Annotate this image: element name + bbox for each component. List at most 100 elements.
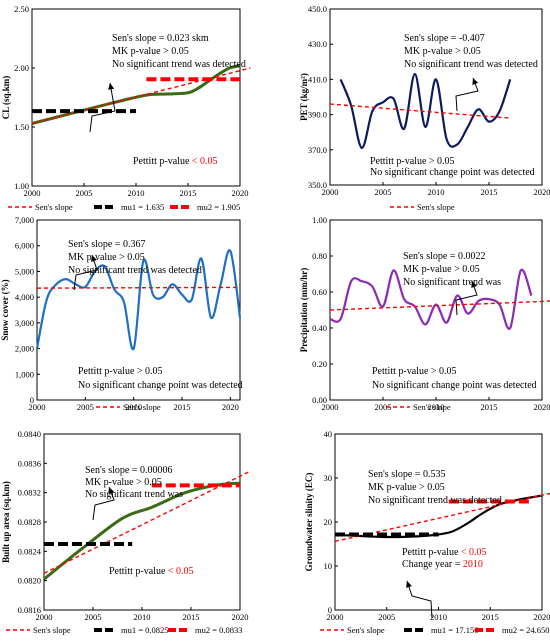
annotation-line: Sen's slope = 0.535 <box>368 469 445 480</box>
x-tick-label: 2000 <box>322 187 339 197</box>
annotation-line: Sen's slope = 0.0022 <box>403 251 485 262</box>
legend-label: Sen's slope <box>347 625 385 635</box>
x-tick-label: 2010 <box>428 187 445 197</box>
annotation-arrow-head <box>472 78 479 85</box>
chart-panel-5: 0.0816 0.0820 0.0824 0.0828 0.0832 0.0836 0.08… <box>1 429 251 635</box>
annotation-line: MK p-value > 0.05 <box>68 252 145 263</box>
x-tick-label: 2000 <box>29 402 46 412</box>
series-line-data <box>31 64 241 125</box>
x-tick-label: 2015 <box>183 612 200 622</box>
x-tick-label: 2010 <box>428 402 445 412</box>
legend-label: Sen's slope <box>35 202 73 212</box>
pettitt-line: Pettitt p-value < 0.05 <box>402 547 487 558</box>
annotation-arrow <box>73 254 98 291</box>
x-tick-label: 2015 <box>482 612 499 622</box>
chart-panel-3: 0 1,000 2,000 3,000 4,000 5,000 6,000 7,000 2000… <box>0 215 243 412</box>
legend: Sen's slope mu1 = 1.635 mu2 = 1.905 <box>8 202 240 212</box>
annotation-line: MK p-value > 0.05 <box>112 46 189 57</box>
x-tick-label: 2000 <box>36 612 53 622</box>
pettitt-line: Pettitt p-value > 0.05 <box>370 156 455 167</box>
series-line-sens-slope <box>36 286 241 289</box>
y-tick-label: 410.0 <box>308 74 327 84</box>
annotation-arrow <box>455 77 479 112</box>
y-tick-label: 2.00 <box>14 63 29 73</box>
annotation-line: No significant trend was detected <box>404 59 538 70</box>
y-tick-label: 1.00 <box>14 181 29 191</box>
annotation-line: MK p-value > 0.05 <box>368 482 445 493</box>
chart-panel-6: 0 10 20 30 40 2000 2005 2010 2015 2020 Groundwater… <box>304 429 550 635</box>
change-year-prefix: Change year = <box>402 559 463 570</box>
y-tick-label: 3,000 <box>15 318 34 328</box>
series-line-sens-slope <box>329 300 550 311</box>
y-tick-label: 370.0 <box>308 145 327 155</box>
annotation-line: Sen's slope = 0.023 skm <box>112 33 209 44</box>
x-tick-label: 2005 <box>375 187 392 197</box>
x-tick-label: 2010 <box>430 612 447 622</box>
pettitt-line: Pettitt p-value > 0.05 <box>78 366 163 377</box>
y-tick-label: 2.50 <box>14 4 29 14</box>
legend-label: mu2 = 0.0833 <box>195 625 243 635</box>
y-tick-label: 0 <box>328 605 332 615</box>
y-tick-label: 1.00 <box>312 215 327 225</box>
pettitt-prefix: Pettitt p-value <box>402 547 461 558</box>
legend-label: mu1 = 1.635 <box>121 202 164 212</box>
pettitt-extra: No significant change point was detected <box>78 380 243 391</box>
y-tick-label: 0.40 <box>312 323 327 333</box>
y-tick-label: 0.00 <box>312 395 327 405</box>
x-tick-label: 2000 <box>327 612 344 622</box>
y-tick-label: 430.0 <box>308 39 327 49</box>
pettitt-highlight: < 0.05 <box>461 547 487 558</box>
x-tick-label: 2020 <box>534 187 550 197</box>
annotation-line: MK p-value > 0.05 <box>85 477 162 488</box>
annotation-arrow <box>406 580 433 619</box>
x-tick-label: 2005 <box>375 402 392 412</box>
x-tick-label: 2010 <box>125 402 142 412</box>
pettitt-prefix: Pettitt p-value > 0.05 <box>78 366 163 377</box>
legend: Sen's slope <box>96 402 161 412</box>
x-tick-label: 2015 <box>180 188 197 198</box>
legend: Sen's slope mu1 = 0.0825 mu2 = 0.0833 <box>6 625 243 635</box>
y-axis-label: PET (kg/m²) <box>299 73 309 121</box>
pettitt-extra: No significant change point was detected <box>370 167 535 178</box>
y-tick-label: 0.60 <box>312 287 327 297</box>
y-axis-label: Snow cover (%) <box>0 279 10 340</box>
y-tick-label: 390.0 <box>308 110 327 120</box>
y-tick-label: 0.0840 <box>18 429 41 439</box>
y-tick-label: 2,000 <box>15 344 34 354</box>
y-axis-label: Built up area (sq.km) <box>1 481 11 563</box>
change-year-line: Change year = 2010 <box>402 559 483 570</box>
y-tick-label: 0.0820 <box>18 576 41 586</box>
y-tick-label: 0.0836 <box>18 458 41 468</box>
y-tick-label: 1,000 <box>15 369 34 379</box>
y-tick-label: 0.80 <box>312 251 327 261</box>
y-axis-label: Groundwater slinity (EC) <box>304 473 314 572</box>
x-tick-label: 2010 <box>134 612 151 622</box>
pettitt-prefix: Pettitt p-value > 0.05 <box>372 366 457 377</box>
legend-label: Sen's slope <box>123 402 161 412</box>
chart-panel-1: 1.00 1.50 2.00 2.50 2000 2005 2010 2015 2020 CL (… <box>1 4 251 212</box>
annotation-arrow-head <box>91 255 97 262</box>
change-year-value: 2010 <box>463 559 483 570</box>
pettitt-highlight: < 0.05 <box>168 566 194 577</box>
x-tick-label: 2005 <box>76 188 93 198</box>
y-tick-label: 20 <box>324 517 333 527</box>
chart-panel-2: 350.0 370.0 390.0 410.0 430.0 450.0 2000 2005 20… <box>299 4 550 212</box>
y-tick-label: 450.0 <box>308 4 327 14</box>
x-tick-label: 2000 <box>322 402 339 412</box>
y-tick-label: 0.20 <box>312 359 327 369</box>
annotation-arrow <box>455 280 478 316</box>
series-line-data <box>339 72 512 150</box>
y-tick-label: 0.0832 <box>18 488 41 498</box>
annotation-line: No significant trend was <box>85 489 183 500</box>
legend: Sen's slope <box>390 202 455 212</box>
y-tick-label: 30 <box>324 473 333 483</box>
pettitt-prefix: Pettitt p-value <box>109 566 168 577</box>
y-tick-label: 10 <box>324 561 333 571</box>
pettitt-line: Pettitt p-value < 0.05 <box>109 566 194 577</box>
legend-label: Sen's slope <box>413 402 451 412</box>
pettitt-highlight: < 0.05 <box>192 156 218 167</box>
x-tick-label: 2005 <box>77 402 94 412</box>
y-tick-label: 40 <box>324 429 333 439</box>
annotation-line: No significant trend was detected <box>368 495 502 506</box>
series-line-sens-slope <box>43 470 251 574</box>
